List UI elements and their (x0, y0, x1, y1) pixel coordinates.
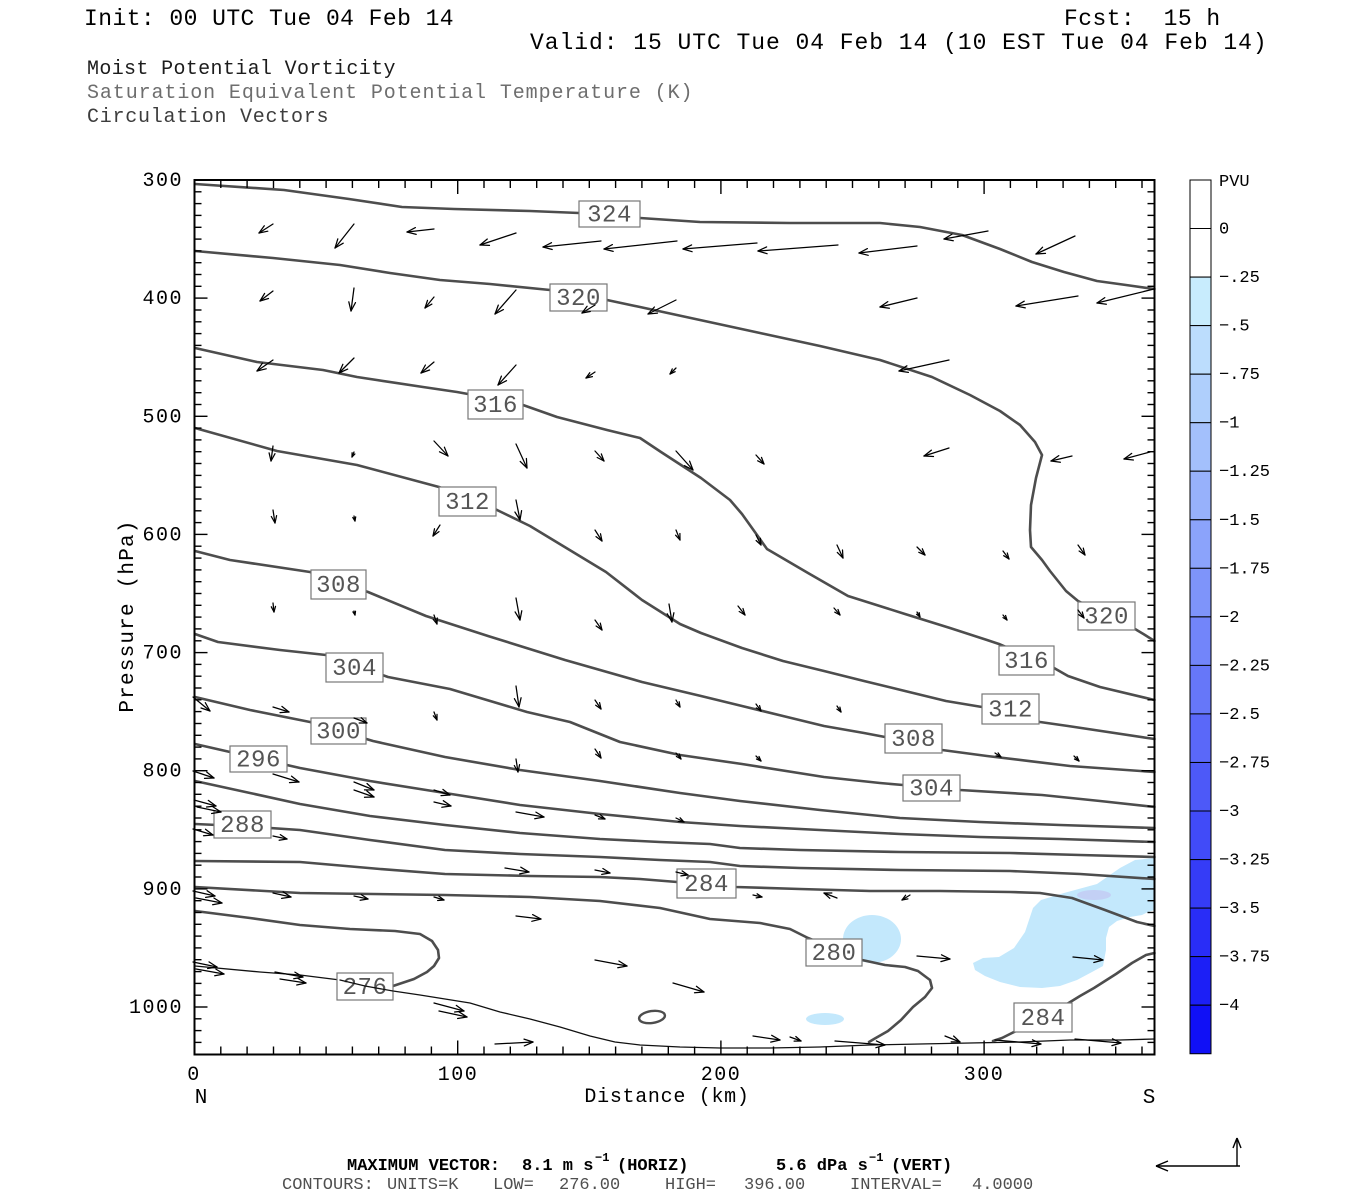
svg-text:−3.75: −3.75 (1219, 949, 1270, 968)
svg-text:S: S (1143, 1087, 1156, 1110)
svg-text:300: 300 (316, 719, 361, 746)
svg-text:308: 308 (891, 727, 936, 754)
svg-text:400: 400 (142, 288, 183, 311)
svg-text:−1: −1 (1219, 415, 1239, 434)
svg-text:−3.5: −3.5 (1219, 900, 1260, 919)
svg-text:800: 800 (142, 761, 183, 784)
svg-text:−1.5: −1.5 (1219, 512, 1260, 531)
svg-text:900: 900 (142, 879, 183, 902)
svg-text:−.25: −.25 (1219, 269, 1260, 288)
svg-text:Distance (km): Distance (km) (584, 1086, 749, 1109)
svg-text:312: 312 (445, 490, 490, 517)
svg-text:−2.25: −2.25 (1219, 657, 1270, 676)
svg-text:PVU: PVU (1219, 173, 1250, 192)
svg-text:100: 100 (438, 1064, 479, 1087)
svg-text:−.5: −.5 (1219, 318, 1250, 337)
svg-text:300: 300 (964, 1064, 1005, 1087)
svg-text:320: 320 (1084, 604, 1129, 631)
svg-text:300: 300 (142, 170, 183, 193)
svg-text:320: 320 (556, 286, 601, 313)
svg-text:−.75: −.75 (1219, 366, 1260, 385)
svg-text:1000: 1000 (129, 997, 183, 1020)
svg-text:316: 316 (473, 393, 518, 420)
svg-text:−1.25: −1.25 (1219, 463, 1270, 482)
svg-text:288: 288 (220, 813, 265, 840)
svg-text:284: 284 (1021, 1006, 1066, 1033)
svg-text:316: 316 (1004, 649, 1049, 676)
svg-text:600: 600 (142, 524, 183, 547)
svg-text:296: 296 (236, 747, 281, 774)
svg-text:700: 700 (142, 643, 183, 666)
svg-text:−1.75: −1.75 (1219, 560, 1270, 579)
svg-text:−3.25: −3.25 (1219, 852, 1270, 871)
svg-text:−2: −2 (1219, 609, 1239, 628)
svg-text:312: 312 (988, 697, 1033, 724)
svg-text:−4: −4 (1219, 997, 1239, 1016)
svg-text:N: N (195, 1087, 208, 1110)
svg-text:284: 284 (684, 872, 729, 899)
svg-text:−3: −3 (1219, 803, 1239, 822)
svg-text:308: 308 (316, 573, 361, 600)
svg-text:Pressure (hPa): Pressure (hPa) (117, 519, 140, 712)
svg-text:304: 304 (332, 656, 377, 683)
svg-text:324: 324 (587, 202, 632, 229)
svg-text:304: 304 (909, 776, 954, 803)
svg-text:0: 0 (1219, 221, 1229, 240)
svg-text:−2.75: −2.75 (1219, 755, 1270, 774)
svg-text:200: 200 (701, 1064, 742, 1087)
svg-text:0: 0 (187, 1064, 201, 1087)
svg-text:280: 280 (812, 941, 857, 968)
svg-text:−2.5: −2.5 (1219, 706, 1260, 725)
svg-text:500: 500 (142, 406, 183, 429)
